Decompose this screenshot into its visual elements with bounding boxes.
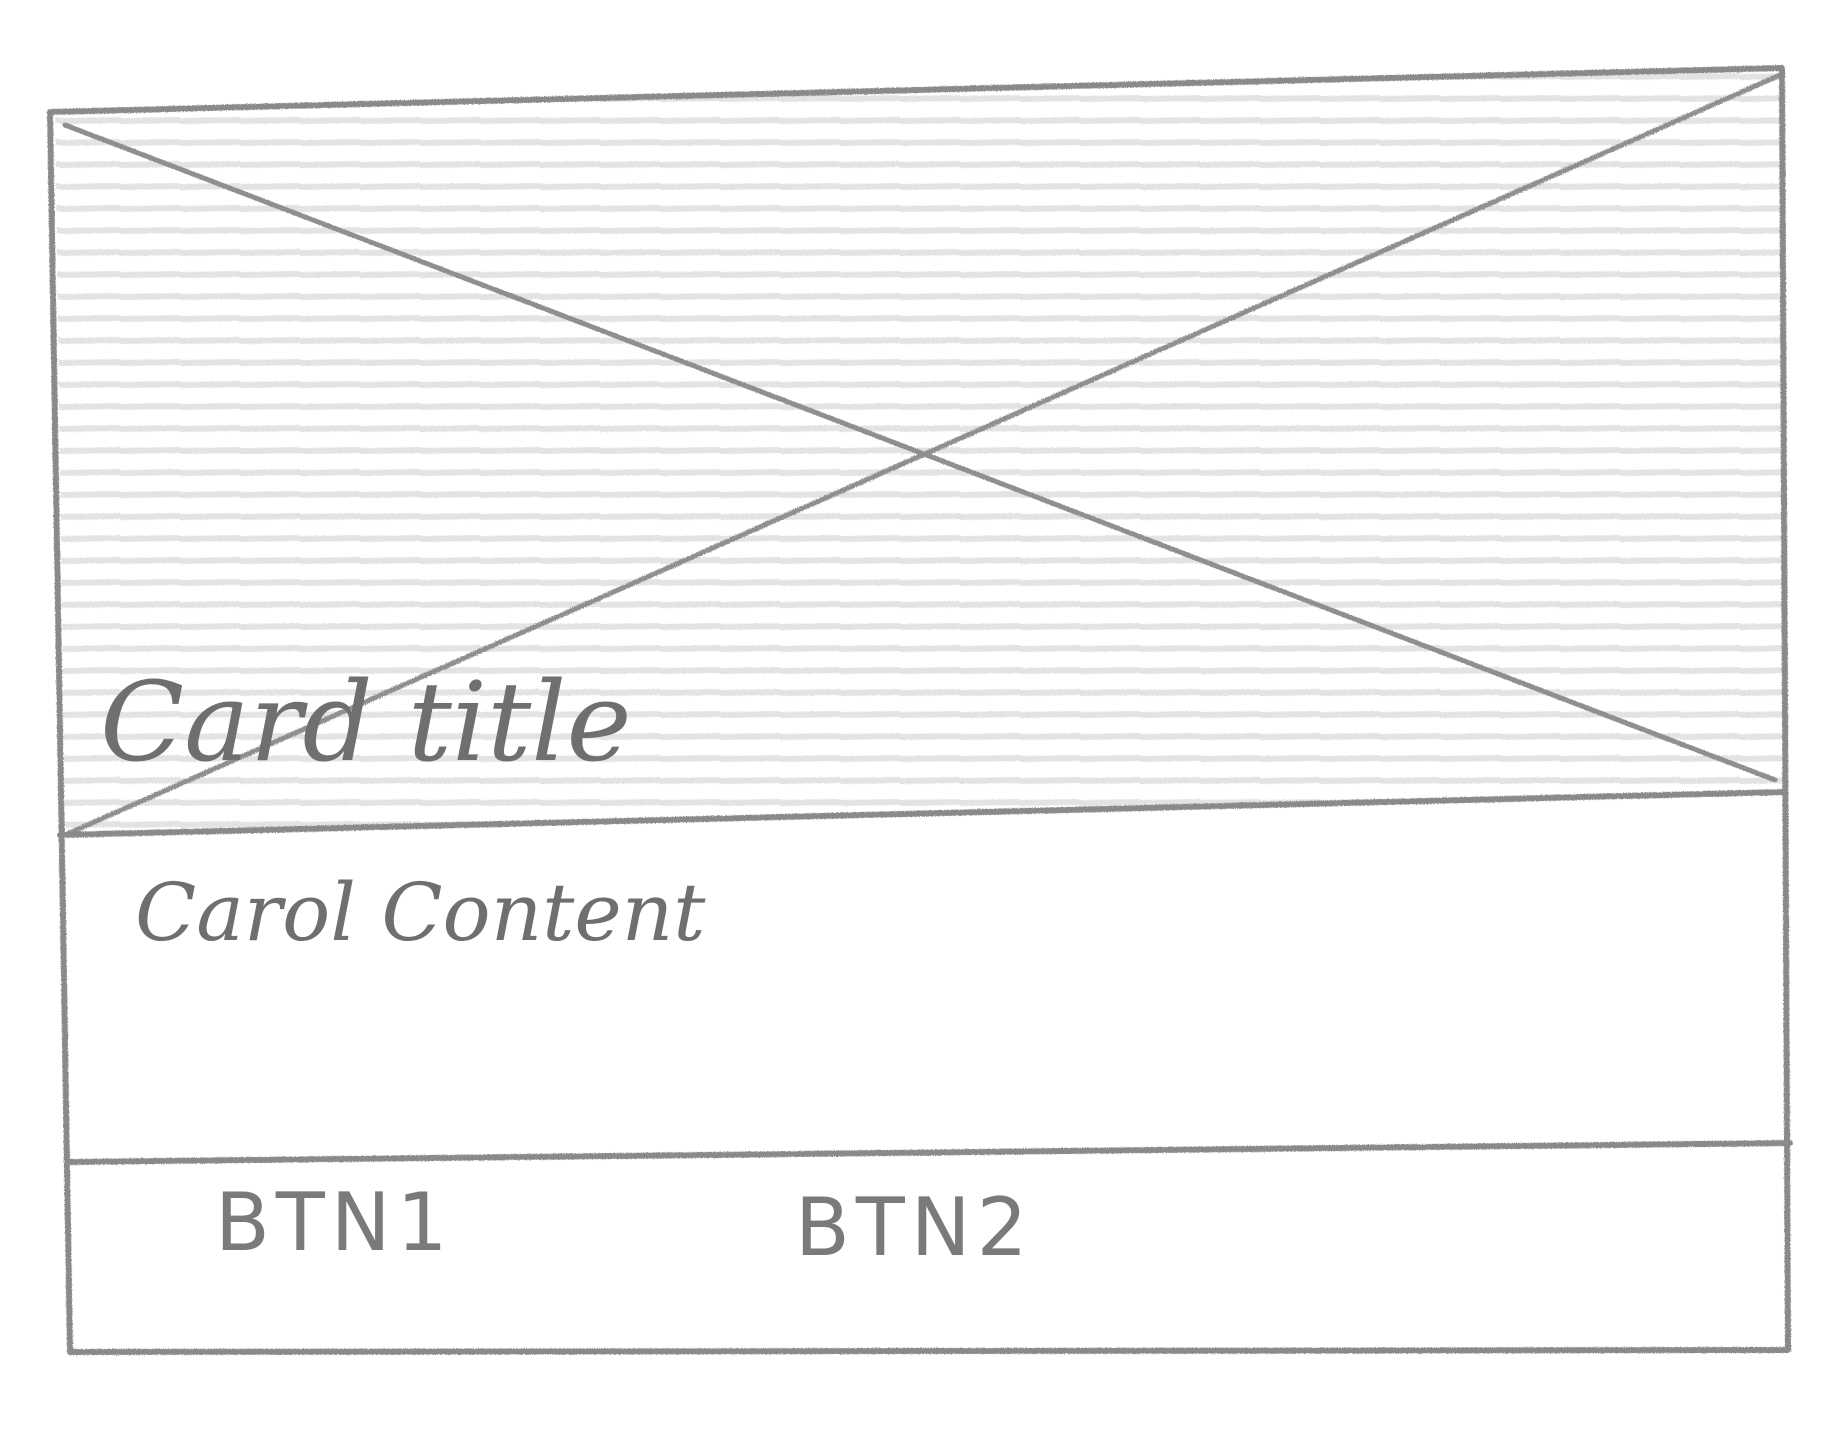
image-placeholder-x-icon — [62, 72, 1783, 838]
card-title: Card title — [100, 658, 632, 786]
image-content-divider — [57, 789, 1788, 838]
btn1-button[interactable]: BTN1 — [215, 1176, 454, 1269]
card-content: Carol Content — [135, 866, 706, 959]
card — [47, 65, 1793, 1355]
card-border — [47, 65, 1791, 1355]
btn2-button[interactable]: BTN2 — [795, 1181, 1034, 1274]
card-actions: BTN1 BTN2 — [215, 1176, 1034, 1274]
content-actions-divider — [65, 1140, 1793, 1165]
